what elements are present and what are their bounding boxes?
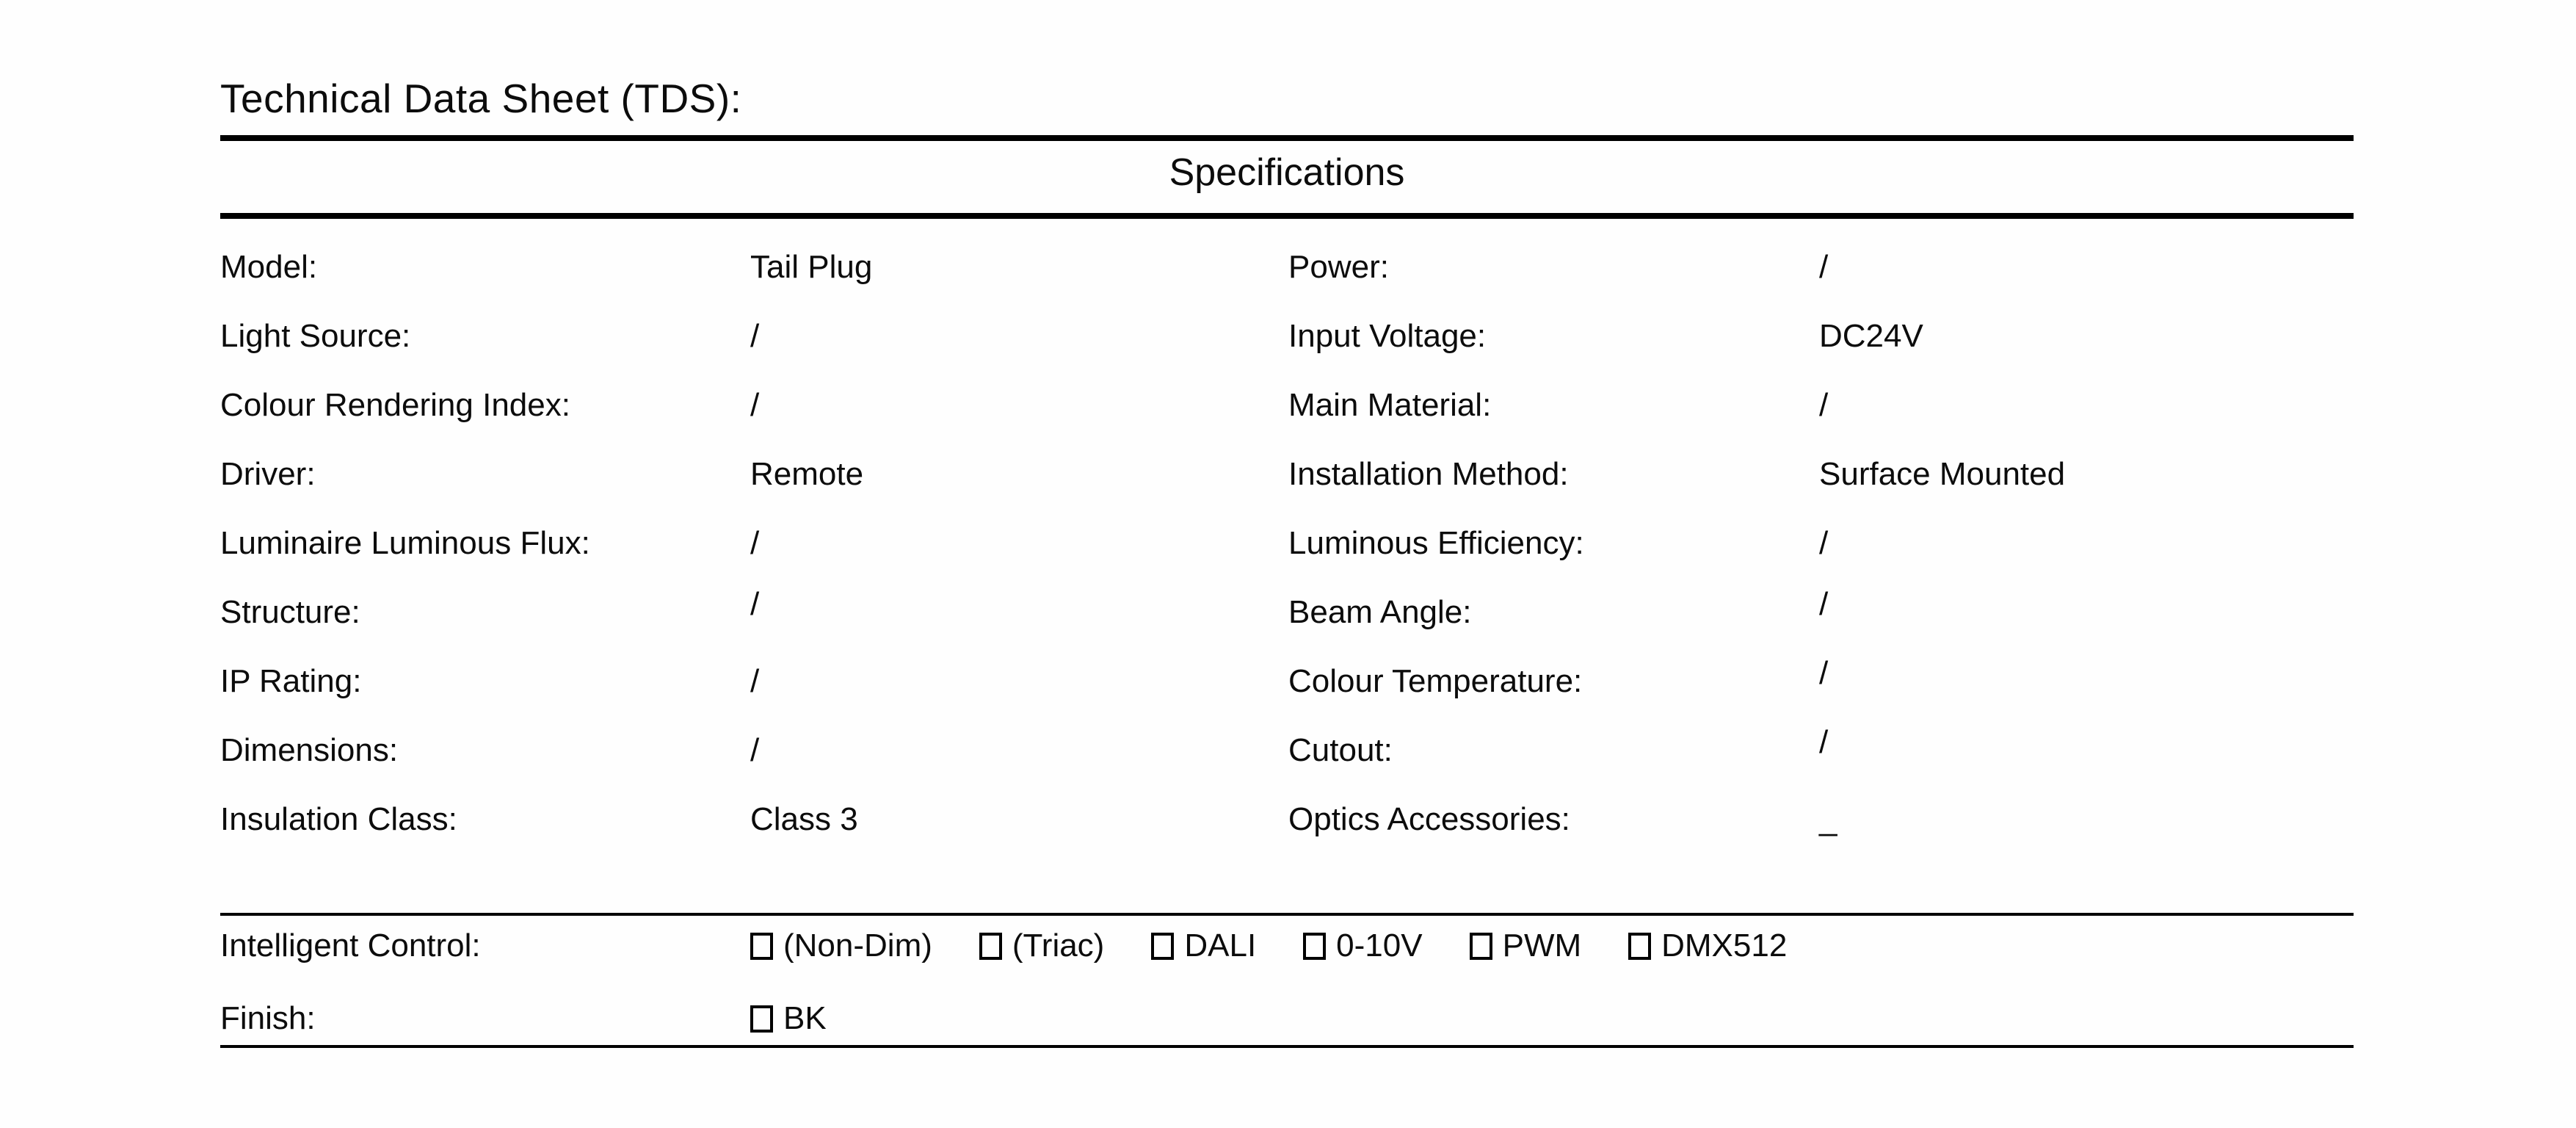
spec-value: Tail Plug bbox=[750, 249, 873, 285]
spec-value: / bbox=[750, 387, 760, 423]
spec-label: IP Rating: bbox=[220, 663, 362, 699]
finish-row: Finish: BK bbox=[220, 997, 2354, 1041]
option-bk[interactable]: BK bbox=[750, 999, 827, 1038]
checkbox-icon[interactable] bbox=[1303, 932, 1327, 960]
option-label: BK bbox=[783, 1000, 827, 1036]
spec-label: Cutout: bbox=[1288, 732, 1393, 768]
spec-value: / bbox=[750, 663, 760, 699]
table-row: Light Source: / Input Voltage: DC24V bbox=[220, 302, 2354, 371]
spec-label: Optics Accessories: bbox=[1288, 801, 1570, 837]
intelligent-control-row: Intelligent Control: (Non-Dim) (Triac) D… bbox=[220, 924, 2354, 968]
spec-label: Power: bbox=[1288, 249, 1389, 285]
intelligent-control-label: Intelligent Control: bbox=[220, 928, 481, 964]
option-non-dim[interactable]: (Non-Dim) bbox=[750, 927, 932, 965]
spec-label: Light Source: bbox=[220, 318, 411, 354]
table-row: Driver: Remote Installation Method: Surf… bbox=[220, 440, 2354, 509]
spec-label: Installation Method: bbox=[1288, 456, 1569, 492]
divider bbox=[220, 213, 2354, 219]
spec-value: / bbox=[750, 732, 760, 768]
option-label: (Non-Dim) bbox=[783, 928, 932, 964]
option-label: 0-10V bbox=[1336, 928, 1423, 964]
option-pwm[interactable]: PWM bbox=[1469, 927, 1582, 965]
option-label: PWM bbox=[1502, 928, 1582, 964]
spec-label: Main Material: bbox=[1288, 387, 1492, 423]
spec-table: Model: Tail Plug Power: / Light Source: … bbox=[220, 233, 2354, 854]
table-row: Colour Rendering Index: / Main Material:… bbox=[220, 371, 2354, 440]
spec-label: Dimensions: bbox=[220, 732, 399, 768]
spec-value: / bbox=[1819, 525, 1829, 561]
spec-value: / bbox=[750, 318, 760, 354]
table-title: Specifications bbox=[1169, 151, 1405, 194]
divider bbox=[220, 135, 2354, 141]
spec-label: Colour Temperature: bbox=[1288, 663, 1583, 699]
divider bbox=[220, 1045, 2354, 1048]
checkbox-icon[interactable] bbox=[750, 932, 773, 960]
table-row: Structure: / Beam Angle: / bbox=[220, 578, 2354, 647]
spec-label: Luminous Efficiency: bbox=[1288, 525, 1584, 561]
table-row: Insulation Class: Class 3 Optics Accesso… bbox=[220, 785, 2354, 854]
table-row: Luminaire Luminous Flux: / Luminous Effi… bbox=[220, 509, 2354, 578]
option-dmx512[interactable]: DMX512 bbox=[1628, 927, 1787, 965]
spec-label: Beam Angle: bbox=[1288, 594, 1472, 630]
checkbox-icon[interactable] bbox=[750, 1005, 773, 1033]
spec-label: Model: bbox=[220, 249, 318, 285]
checkbox-icon[interactable] bbox=[1151, 932, 1175, 960]
spec-value: / bbox=[1819, 249, 1829, 285]
table-row: Dimensions: / Cutout: / bbox=[220, 716, 2354, 785]
option-dali[interactable]: DALI bbox=[1151, 927, 1256, 965]
spec-label: Structure: bbox=[220, 594, 360, 630]
option-label: (Triac) bbox=[1012, 928, 1105, 964]
spec-value: DC24V bbox=[1819, 318, 1923, 354]
spec-value: / bbox=[1819, 655, 1829, 691]
checkbox-icon[interactable] bbox=[1628, 932, 1652, 960]
spec-label: Input Voltage: bbox=[1288, 318, 1487, 354]
option-0-10v[interactable]: 0-10V bbox=[1303, 927, 1423, 965]
spec-label: Luminaire Luminous Flux: bbox=[220, 525, 590, 561]
page-title: Technical Data Sheet (TDS): bbox=[220, 76, 742, 121]
spec-value: Remote bbox=[750, 456, 864, 492]
spec-value: / bbox=[1819, 387, 1829, 423]
option-label: DMX512 bbox=[1661, 928, 1788, 964]
spec-label: Colour Rendering Index: bbox=[220, 387, 570, 423]
spec-label: Driver: bbox=[220, 456, 316, 492]
spec-value: / bbox=[1819, 586, 1829, 622]
checkbox-icon[interactable] bbox=[979, 932, 1002, 960]
spec-value: / bbox=[750, 525, 760, 561]
finish-label: Finish: bbox=[220, 1000, 316, 1036]
option-label: DALI bbox=[1184, 928, 1257, 964]
option-triac[interactable]: (Triac) bbox=[979, 927, 1104, 965]
spec-value: / bbox=[1819, 724, 1829, 760]
table-row: Model: Tail Plug Power: / bbox=[220, 233, 2354, 302]
spec-value: _ bbox=[1819, 801, 1837, 837]
table-row: IP Rating: / Colour Temperature: / bbox=[220, 647, 2354, 716]
spec-value: / bbox=[750, 586, 760, 622]
divider bbox=[220, 913, 2354, 916]
spec-label: Insulation Class: bbox=[220, 801, 457, 837]
checkbox-icon[interactable] bbox=[1469, 932, 1492, 960]
spec-value: Class 3 bbox=[750, 801, 858, 837]
spec-value: Surface Mounted bbox=[1819, 456, 2066, 492]
